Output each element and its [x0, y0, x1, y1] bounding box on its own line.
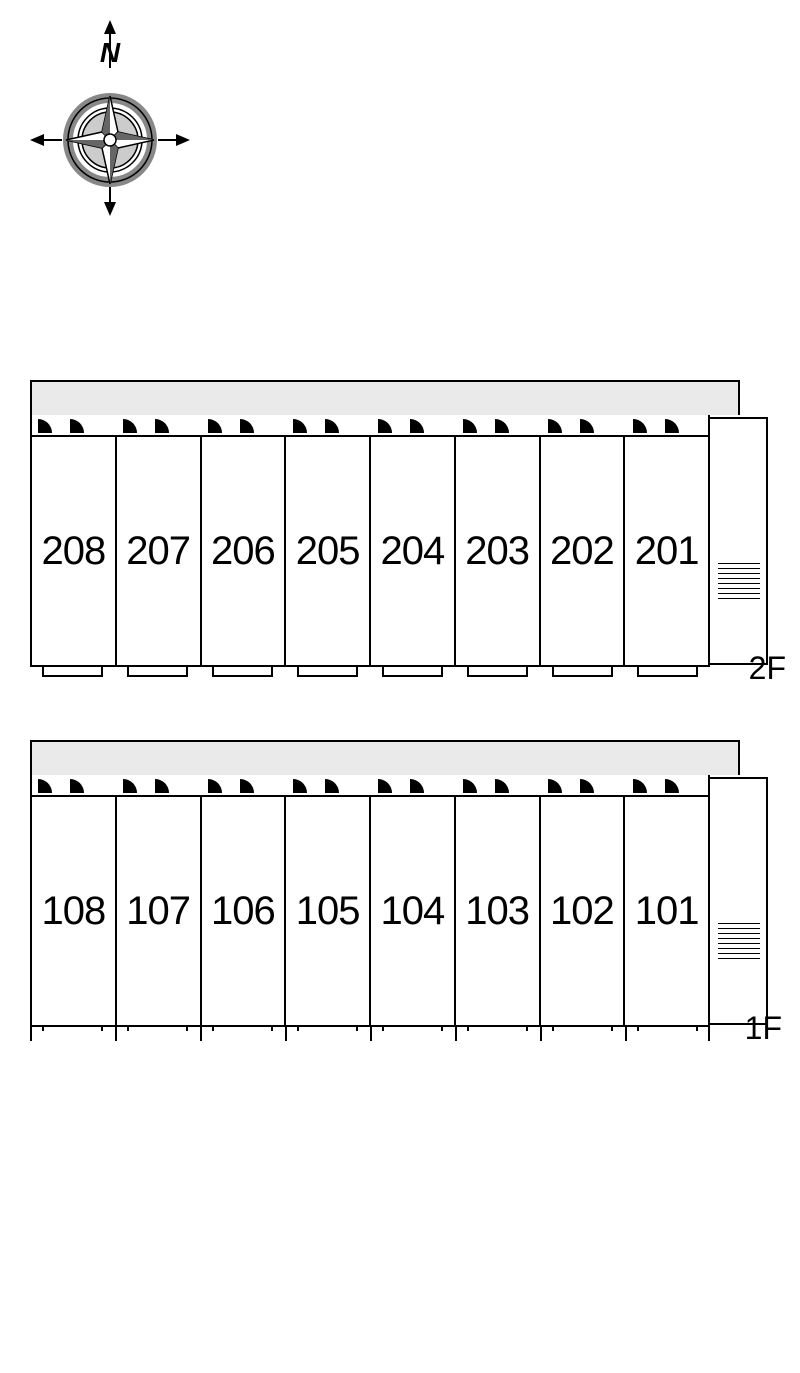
balcony-post	[30, 1027, 32, 1041]
door-arc-icon	[70, 779, 84, 793]
unit-cell: 106	[202, 797, 287, 1025]
door-arc-icon	[410, 419, 424, 433]
door-arc-icon	[38, 419, 52, 433]
door-arc-icon	[208, 779, 222, 793]
balcony-box	[42, 667, 103, 677]
corridor-2f	[30, 380, 740, 415]
balcony-rail	[297, 1027, 358, 1031]
door-arc-icon	[410, 779, 424, 793]
unit-cell: 205	[286, 437, 371, 665]
balcony-post	[540, 1027, 542, 1041]
balcony-rail	[382, 1027, 443, 1031]
door-arc-icon	[495, 419, 509, 433]
balcony-rail	[42, 1027, 103, 1031]
balcony-box	[552, 667, 613, 677]
door-row-2f	[30, 415, 710, 435]
door-arc-icon	[633, 419, 647, 433]
balcony-post	[625, 1027, 627, 1041]
floor-label-1f: 1F	[745, 1010, 782, 1047]
floor-label-2f: 2F	[749, 650, 786, 687]
balcony-post	[708, 1027, 710, 1041]
door-arc-icon	[325, 419, 339, 433]
door-arc-icon	[665, 779, 679, 793]
unit-cell: 102	[541, 797, 626, 1025]
door-arc-icon	[378, 779, 392, 793]
door-arc-icon	[123, 419, 137, 433]
unit-cell: 201	[625, 437, 708, 665]
door-arc-icon	[580, 779, 594, 793]
unit-cell: 107	[117, 797, 202, 1025]
door-arc-icon	[293, 779, 307, 793]
door-arc-icon	[463, 779, 477, 793]
unit-cell: 101	[625, 797, 708, 1025]
door-arc-icon	[495, 779, 509, 793]
unit-cell: 206	[202, 437, 287, 665]
door-arc-icon	[325, 779, 339, 793]
balcony-box	[382, 667, 443, 677]
corridor-1f	[30, 740, 740, 775]
balcony-rail	[467, 1027, 528, 1031]
floor-plan-1f: 108 107 106 105 104 103 102 101 1F	[30, 740, 740, 1041]
unit-cell: 203	[456, 437, 541, 665]
stair-lines-icon	[718, 923, 760, 963]
units-row-2f: 208 207 206 205 204 203 202 201	[30, 435, 710, 667]
balcony-post	[200, 1027, 202, 1041]
unit-cell: 202	[541, 437, 626, 665]
balcony-post	[455, 1027, 457, 1041]
unit-cell: 208	[32, 437, 117, 665]
balcony-rail	[637, 1027, 698, 1031]
door-arc-icon	[293, 419, 307, 433]
unit-cell: 204	[371, 437, 456, 665]
unit-cell: 108	[32, 797, 117, 1025]
unit-cell: 104	[371, 797, 456, 1025]
door-arc-icon	[240, 779, 254, 793]
door-row-1f	[30, 775, 710, 795]
door-arc-icon	[633, 779, 647, 793]
balcony-box	[467, 667, 528, 677]
door-arc-icon	[38, 779, 52, 793]
balcony-box	[637, 667, 698, 677]
door-arc-icon	[548, 419, 562, 433]
balcony-post	[285, 1027, 287, 1041]
balcony-row-1f	[30, 1027, 710, 1041]
units-row-1f: 108 107 106 105 104 103 102 101	[30, 795, 710, 1027]
unit-cell: 105	[286, 797, 371, 1025]
balcony-post	[370, 1027, 372, 1041]
balcony-post	[115, 1027, 117, 1041]
door-arc-icon	[123, 779, 137, 793]
door-arc-icon	[548, 779, 562, 793]
door-arc-icon	[378, 419, 392, 433]
floor-plan-2f: 208 207 206 205 204 203 202 201 2F	[30, 380, 740, 681]
balcony-box	[212, 667, 273, 677]
stair-2f	[710, 417, 768, 665]
balcony-rail	[127, 1027, 188, 1031]
door-arc-icon	[155, 779, 169, 793]
balcony-rail	[552, 1027, 613, 1031]
stair-lines-icon	[718, 563, 760, 603]
door-arc-icon	[155, 419, 169, 433]
unit-cell: 103	[456, 797, 541, 1025]
door-arc-icon	[580, 419, 594, 433]
unit-cell: 207	[117, 437, 202, 665]
door-arc-icon	[665, 419, 679, 433]
balcony-row-2f	[30, 667, 710, 681]
door-arc-icon	[70, 419, 84, 433]
door-arc-icon	[463, 419, 477, 433]
door-arc-icon	[208, 419, 222, 433]
balcony-rail	[212, 1027, 273, 1031]
door-arc-icon	[240, 419, 254, 433]
compass-rose: N	[30, 20, 190, 225]
balcony-box	[297, 667, 358, 677]
balcony-box	[127, 667, 188, 677]
stair-1f	[710, 777, 768, 1025]
